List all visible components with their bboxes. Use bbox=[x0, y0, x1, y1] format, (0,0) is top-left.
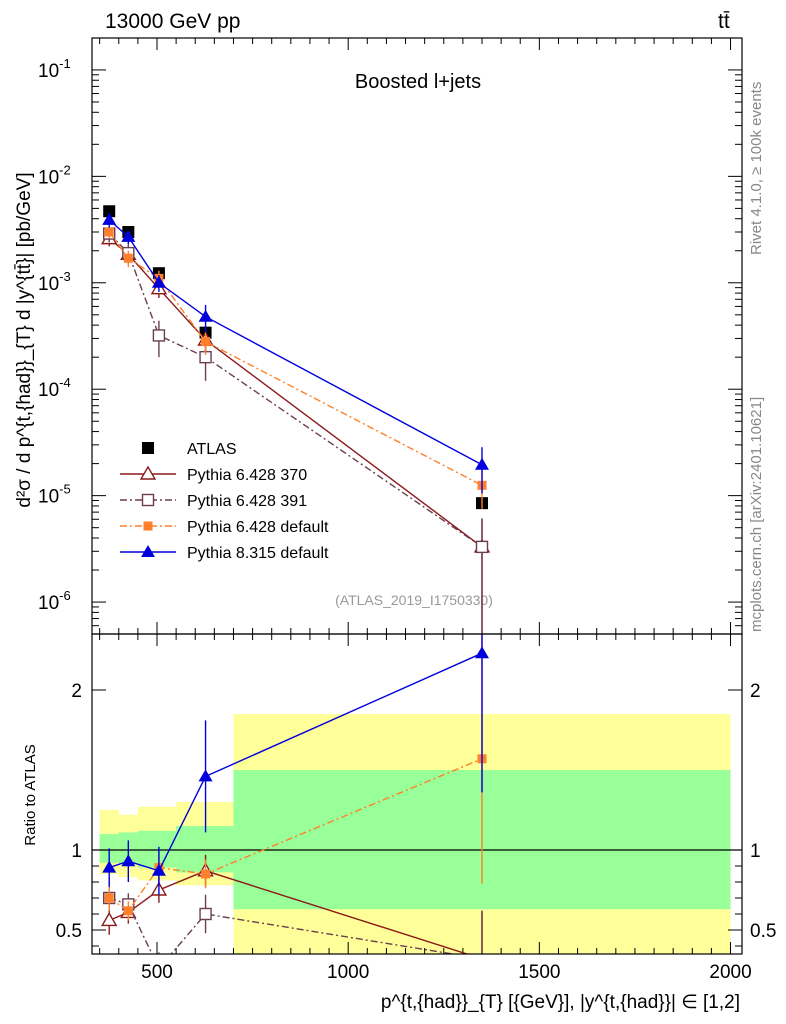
x-tick-label: 1500 bbox=[518, 962, 560, 983]
legend-entry: Pythia 6.428 default bbox=[120, 519, 329, 536]
ratio-point bbox=[201, 869, 211, 879]
legend-label: ATLAS bbox=[187, 441, 237, 458]
x-tick-label: 2000 bbox=[709, 962, 751, 983]
ratio-point bbox=[104, 893, 114, 903]
main-y-axis-label: d²σ / d p^{t,{had}}_{T} d |y^{tt̄}| [pb/… bbox=[14, 172, 35, 507]
header-process-label: tt̄ bbox=[718, 10, 730, 33]
y-tick-label-right: 0.5 bbox=[750, 921, 776, 942]
ratio-point bbox=[199, 907, 212, 921]
legend-label: Pythia 6.428 391 bbox=[187, 493, 307, 510]
legend-label: Pythia 6.428 370 bbox=[187, 467, 307, 484]
legend-marker bbox=[141, 545, 155, 557]
ratio-plot-panel: 500 1000 1500 2000 0.5 0.5 1 1 2 2 Ratio to ATLAS… bbox=[22, 633, 776, 1013]
main-plot-panel: 10-1 10-2 10-3 10-4 10-5 10-6 d²σ / d p^{t,{h… bbox=[14, 37, 743, 635]
x-axis-label: p^{t,{had}}_{T} [{GeV}], |y^{t,{had}}| ∈… bbox=[381, 992, 740, 1013]
side-mcplots-label: mcplots.cern.ch [arXiv:2401.10621] bbox=[748, 397, 765, 632]
series-pythia-8-315-default bbox=[102, 212, 489, 494]
y-tick-label: 2 bbox=[71, 681, 82, 702]
data-point bbox=[475, 540, 489, 554]
ratio-series-group bbox=[100, 634, 489, 954]
legend-entry: Pythia 6.428 370 bbox=[120, 465, 307, 484]
header-energy-label: 13000 GeV pp bbox=[105, 10, 240, 33]
ratio-frame bbox=[91, 633, 743, 955]
y-tick-label: 10-3 bbox=[38, 269, 71, 295]
ratio-point bbox=[151, 863, 166, 876]
ratio-point bbox=[100, 912, 118, 927]
ratio-line bbox=[108, 897, 457, 954]
series-line bbox=[108, 231, 483, 486]
ratio-point bbox=[102, 860, 117, 873]
data-point bbox=[198, 309, 213, 322]
analysis-id-label: (ATLAS_2019_I1750330) bbox=[335, 592, 493, 608]
legend-label: Pythia 8.315 default bbox=[187, 545, 329, 562]
x-tick-label: 500 bbox=[141, 962, 173, 983]
x-tick-label: 1000 bbox=[327, 962, 369, 983]
series-pythia-6-428-370 bbox=[100, 230, 491, 634]
data-point bbox=[475, 457, 489, 470]
y-tick-label-right: 1 bbox=[750, 841, 761, 862]
ratio-series-pythia-8-315-default bbox=[102, 634, 489, 895]
legend-marker bbox=[142, 442, 154, 454]
uncertainty-band-stat bbox=[137, 830, 177, 868]
data-point bbox=[121, 229, 136, 242]
legend-entry: Pythia 8.315 default bbox=[120, 545, 329, 562]
ratio-y-axis-label: Ratio to ATLAS bbox=[22, 744, 39, 845]
y-tick-label-right: 2 bbox=[750, 681, 761, 702]
data-point bbox=[102, 212, 117, 225]
y-tick-label: 10-2 bbox=[38, 162, 71, 188]
series-atlas bbox=[103, 205, 488, 510]
legend-marker bbox=[139, 465, 157, 480]
data-point bbox=[103, 205, 116, 218]
y-tick-label: 10-5 bbox=[38, 482, 71, 508]
legend-marker bbox=[141, 493, 155, 507]
panel-title: Boosted l+jets bbox=[355, 71, 481, 93]
data-point bbox=[201, 337, 211, 347]
side-rivet-label: Rivet 4.1.0, ≥ 100k events bbox=[748, 82, 765, 255]
y-tick-label: 1 bbox=[71, 841, 82, 862]
data-point bbox=[104, 227, 114, 237]
legend-entry: Pythia 6.428 391 bbox=[120, 493, 307, 510]
ratio-point bbox=[121, 854, 136, 867]
legend-marker bbox=[143, 521, 153, 531]
ratio-point bbox=[475, 646, 489, 659]
legend: ATLAS Pythia 6.428 370 Pythia 6.428 391 Pyt… bbox=[120, 441, 329, 562]
series-line bbox=[108, 219, 483, 466]
legend-label: Pythia 6.428 default bbox=[187, 519, 329, 536]
ratio-point bbox=[198, 769, 213, 782]
y-tick-label: 0.5 bbox=[56, 921, 82, 942]
y-tick-label: 10-1 bbox=[38, 56, 71, 82]
data-point bbox=[152, 329, 166, 342]
data-point bbox=[123, 253, 133, 263]
data-point bbox=[151, 275, 166, 288]
ratio-point bbox=[123, 906, 133, 916]
legend-entry: ATLAS bbox=[142, 441, 237, 458]
y-tick-label: 10-4 bbox=[38, 375, 71, 401]
y-tick-label: 10-6 bbox=[38, 588, 71, 614]
